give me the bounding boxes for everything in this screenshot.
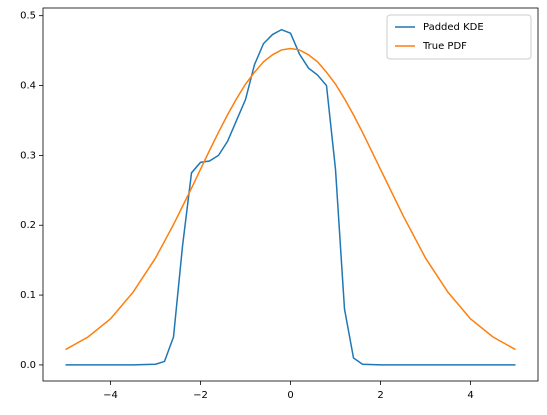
x-tick-label: −4 xyxy=(103,390,118,401)
x-tick-label: −2 xyxy=(193,390,208,401)
x-tick-label: 2 xyxy=(377,390,383,401)
y-tick-label: 0.0 xyxy=(20,360,36,371)
y-tick-label: 0.5 xyxy=(20,11,36,22)
y-tick-label: 0.3 xyxy=(20,150,36,161)
y-tick-label: 0.4 xyxy=(20,81,36,92)
x-tick-label: 4 xyxy=(467,390,473,401)
line xyxy=(65,47,516,351)
x-tick-label: 0 xyxy=(287,390,293,401)
legend-label: True PDF xyxy=(422,41,467,52)
line xyxy=(65,28,516,366)
legend-label: Padded KDE xyxy=(423,22,484,33)
y-tick-label: 0.2 xyxy=(20,220,36,231)
legend: Padded KDE True PDF xyxy=(386,14,532,60)
legend-box xyxy=(386,14,532,60)
y-tick-label: 0.1 xyxy=(20,290,36,301)
plot-frame xyxy=(42,7,539,382)
